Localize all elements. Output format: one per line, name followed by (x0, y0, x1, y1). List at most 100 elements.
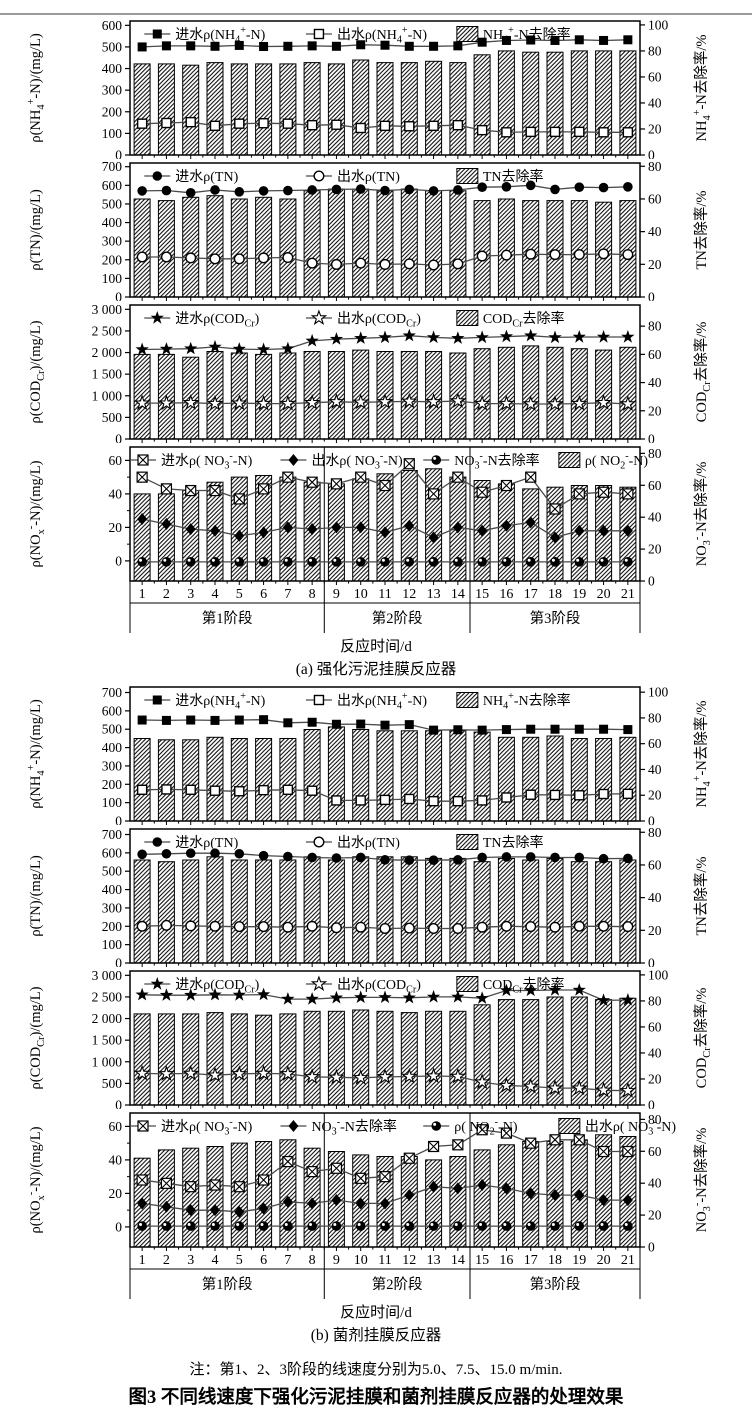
svg-text:0: 0 (115, 956, 122, 968)
right-axis-title: NH4+-N去除率/% (692, 701, 713, 808)
svg-text:500: 500 (102, 864, 123, 879)
series-b4-1 (137, 1179, 633, 1218)
right-axis-title: NO3--N去除率/% (692, 462, 713, 567)
svg-text:500: 500 (102, 39, 123, 54)
left-axis-title: ρ(NH4+-N)/(mg/L) (26, 699, 47, 808)
series-a4-1 (137, 513, 633, 544)
bars-a3 (133, 345, 637, 440)
svg-text:12: 12 (402, 1253, 416, 1268)
svg-text:400: 400 (102, 882, 123, 897)
svg-text:4: 4 (212, 1253, 219, 1268)
axes-b4: 0 20 40 60 0 20 40 60 80 (109, 1112, 662, 1255)
svg-text:0: 0 (648, 574, 655, 589)
svg-text:20: 20 (648, 923, 662, 938)
svg-text:21: 21 (621, 1253, 635, 1268)
svg-text:200: 200 (102, 104, 123, 119)
svg-text:60: 60 (648, 1019, 662, 1034)
svg-text:500: 500 (102, 1076, 123, 1091)
svg-text:2: 2 (163, 1253, 170, 1268)
svg-text:700: 700 (102, 159, 123, 174)
svg-text:0: 0 (648, 432, 655, 444)
svg-text:20: 20 (648, 788, 662, 803)
svg-text:500: 500 (102, 722, 123, 737)
panel-a-caption: (a) 强化污泥挂膜反应器 (295, 661, 457, 678)
svg-text:80: 80 (648, 159, 662, 174)
series-a3-1 (133, 392, 637, 412)
svg-text:3: 3 (187, 1253, 194, 1268)
bars-a1 (133, 50, 637, 156)
svg-text:60: 60 (109, 1119, 123, 1134)
svg-text:NH4+-N去除率: NH4+-N去除率 (483, 25, 571, 45)
svg-text:20: 20 (109, 1186, 123, 1201)
legend-a4: 进水ρ( NO3--N) 出水ρ( NO3--N) NO3--N去除率 ρ( NO2-… (130, 451, 648, 472)
x-axis-title-a: 反应时间/d (340, 639, 412, 655)
svg-text:17: 17 (524, 1253, 538, 1268)
series-b4-2 (137, 1221, 633, 1231)
chart-a4-noxn: 0 20 40 60 0 20 40 60 80 ρ(NOx--N)/(mg/L) NO3--N去除… (26, 446, 713, 633)
svg-text:40: 40 (648, 762, 662, 777)
svg-text:TN去除率: TN去除率 (483, 834, 544, 851)
svg-text:80: 80 (648, 1112, 662, 1127)
svg-text:20: 20 (648, 1071, 662, 1086)
svg-text:40: 40 (648, 890, 662, 905)
svg-text:第3阶段: 第3阶段 (530, 609, 581, 627)
svg-text:2 500: 2 500 (92, 323, 123, 338)
svg-text:20: 20 (597, 1253, 611, 1268)
series-a2-1 (136, 248, 634, 271)
axes-a4: 0 20 40 60 0 20 40 60 80 (109, 446, 662, 589)
svg-text:出水ρ( NO3--N): 出水ρ( NO3--N) (311, 451, 403, 472)
svg-text:60: 60 (648, 191, 662, 206)
svg-text:20: 20 (648, 121, 662, 136)
svg-text:40: 40 (648, 1045, 662, 1060)
svg-text:400: 400 (102, 61, 123, 76)
svg-text:19: 19 (572, 1253, 586, 1268)
left-axis-title: ρ(CODCr)/(mg/L) (28, 320, 47, 423)
series-b4-0 (136, 1124, 634, 1193)
series-a4-2 (137, 557, 633, 567)
svg-text:进水ρ(TN): 进水ρ(TN) (175, 835, 238, 851)
svg-text:200: 200 (102, 252, 123, 267)
top-rule (0, 13, 752, 15)
svg-text:出水ρ(NH4+-N): 出水ρ(NH4+-N) (337, 691, 427, 712)
svg-text:9: 9 (333, 587, 340, 602)
axes-a1: 0 100 200 300 400 500 600 0 20 40 60 80 100 (102, 17, 669, 159)
left-axis-title: ρ(TN)/(mg/L) (28, 855, 44, 936)
svg-text:2 500: 2 500 (92, 989, 123, 1004)
right-axis-title: NO3--N去除率/% (692, 1128, 713, 1233)
svg-text:5: 5 (236, 1253, 243, 1268)
svg-text:2 000: 2 000 (92, 1011, 123, 1026)
svg-text:进水ρ(TN): 进水ρ(TN) (175, 169, 238, 185)
figure-title: 图3 不同线速度下强化污泥挂膜和菌剂挂膜反应器的处理效果 (128, 1388, 624, 1407)
svg-text:600: 600 (102, 18, 123, 33)
svg-text:14: 14 (451, 587, 465, 602)
right-axis-title: CODCr去除率/% (693, 988, 713, 1089)
svg-text:60: 60 (648, 736, 662, 751)
svg-text:进水ρ(CODCr): 进水ρ(CODCr) (175, 311, 259, 330)
svg-text:40: 40 (648, 224, 662, 239)
svg-text:ρ( NO2--N): ρ( NO2--N) (454, 1117, 518, 1138)
svg-text:第1阶段: 第1阶段 (202, 1275, 253, 1293)
svg-text:0: 0 (115, 1219, 122, 1234)
legend-b4: 进水ρ( NO3--N) NO3--N去除率 ρ( NO2--N) 出水ρ( NO3-… (130, 1117, 676, 1138)
svg-text:60: 60 (648, 478, 662, 493)
svg-text:80: 80 (648, 43, 662, 58)
chart-b2-tn: 0 100 200 300 400 500 600 700 0 20 40 60 80 ρ(TN)/(mg… (28, 825, 710, 968)
svg-text:18: 18 (548, 1253, 562, 1268)
svg-text:1 000: 1 000 (92, 388, 123, 403)
phase-separators (323, 1113, 471, 1247)
svg-text:10: 10 (354, 1253, 368, 1268)
svg-text:10: 10 (354, 587, 368, 602)
right-axis-title: NH4+-N去除率/% (692, 35, 713, 142)
svg-text:1: 1 (139, 587, 146, 602)
svg-text:11: 11 (378, 587, 391, 602)
chart-b4-noxn: 0 20 40 60 0 20 40 60 80 ρ(NOx--N)/(mg/L) NO3--N去除… (26, 1112, 713, 1299)
svg-text:0: 0 (648, 956, 655, 968)
series-b1-0 (137, 715, 633, 735)
right-axis-title: CODCr去除率/% (693, 322, 713, 423)
svg-text:0: 0 (648, 1240, 655, 1255)
right-axis-title: TN去除率/% (693, 191, 710, 270)
svg-text:2 000: 2 000 (92, 345, 123, 360)
svg-text:NO3--N去除率: NO3--N去除率 (454, 451, 539, 472)
